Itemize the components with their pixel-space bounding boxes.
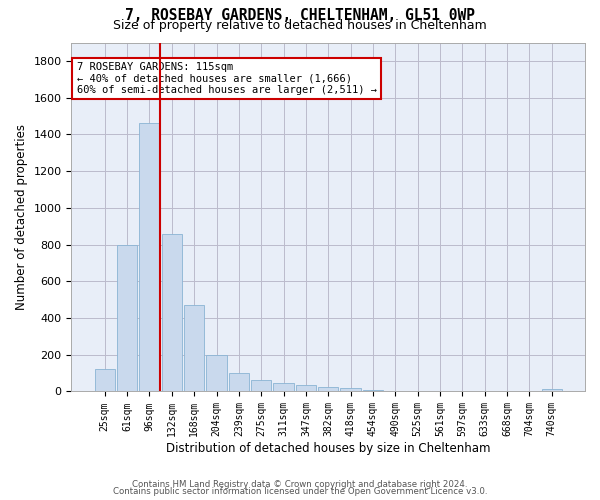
Bar [542,388,562,392]
Bar [318,387,338,392]
Text: Contains public sector information licensed under the Open Government Licence v3: Contains public sector information licen… [113,487,487,496]
Text: 7 ROSEBAY GARDENS: 115sqm
← 40% of detached houses are smaller (1,666)
60% of se: 7 ROSEBAY GARDENS: 115sqm ← 40% of detac… [77,62,377,95]
Text: Contains HM Land Registry data © Crown copyright and database right 2024.: Contains HM Land Registry data © Crown c… [132,480,468,489]
Y-axis label: Number of detached properties: Number of detached properties [15,124,28,310]
Bar [139,124,160,392]
Bar [296,385,316,392]
Bar [95,370,115,392]
Text: 7, ROSEBAY GARDENS, CHELTENHAM, GL51 0WP: 7, ROSEBAY GARDENS, CHELTENHAM, GL51 0WP [125,8,475,22]
Bar [162,234,182,392]
Bar [229,373,249,392]
Text: Size of property relative to detached houses in Cheltenham: Size of property relative to detached ho… [113,18,487,32]
Bar [117,246,137,392]
Bar [184,305,204,392]
Bar [363,390,383,392]
Bar [251,380,271,392]
Bar [206,354,227,392]
Bar [340,388,361,392]
X-axis label: Distribution of detached houses by size in Cheltenham: Distribution of detached houses by size … [166,442,490,455]
Bar [274,383,293,392]
